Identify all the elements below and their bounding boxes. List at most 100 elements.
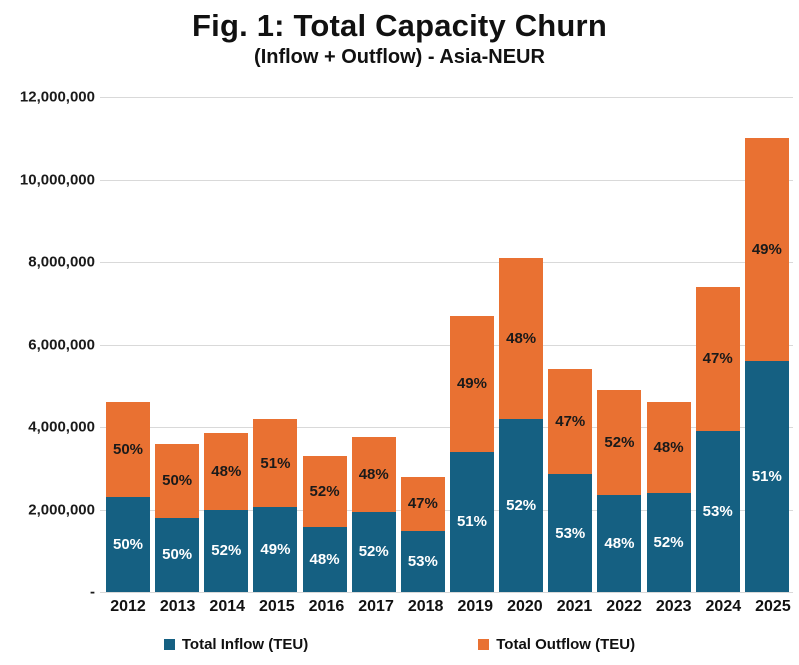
outflow-percent-label: 49% [456,375,487,393]
outflow-segment-2022: 52% [597,389,642,496]
chart-header: Fig. 1: Total Capacity Churn (Inflow + O… [0,8,799,69]
y-axis-tick: 2,000,000 [28,501,95,518]
gridline [100,592,793,593]
outflow-percent-label: 47% [702,350,733,368]
gridline [100,509,793,511]
inflow-segment-2024: 53% [695,431,740,592]
inflow-percent-label: 52% [506,496,537,514]
inflow-segment-2020: 52% [499,418,544,592]
outflow-segment-2023: 48% [646,402,691,493]
chart-subtitle: (Inflow + Outflow) - Asia-NEUR [254,45,545,68]
inflow-percent-label: 48% [604,535,635,553]
x-axis-label-2012: 2012 [110,598,146,615]
outflow-segment-2016: 52% [302,455,347,527]
outflow-segment-2021: 47% [548,369,593,475]
x-axis-label-2013: 2013 [159,598,196,615]
x-axis-label-2016: 2016 [308,598,345,615]
bar-group-2016: 52% 48% [302,455,347,592]
bar-group-2020: 48% 52% [499,257,544,592]
legend-item-outflow: Total Outflow (TEU) [478,636,635,653]
bars-layer: 50% 50% 50% 50% 48% 52% 51% 49% 52% 48% 48% 52% 47% 5… [106,97,789,592]
inflow-percent-label: 48% [309,550,340,568]
gridline [100,344,793,346]
outflow-percent-label: 48% [358,465,389,483]
inflow-segment-2015: 49% [253,507,298,592]
inflow-segment-2022: 48% [597,495,642,592]
outflow-segment-2014: 48% [204,433,249,510]
bar-group-2015: 51% 49% [253,418,298,592]
chart-title: Fig. 1: Total Capacity Churn [192,8,607,43]
plot-area: 50% 50% 50% 50% 48% 52% 51% 49% 52% 48% 48% 52% 47% 5… [100,97,793,593]
gridline [100,97,793,98]
inflow-swatch-icon [163,639,175,650]
outflow-segment-2013: 50% [155,443,200,518]
outflow-segment-2015: 51% [253,418,298,508]
inflow-percent-label: 51% [456,513,487,531]
y-axis-tick: 12,000,000 [19,88,95,106]
inflow-percent-label: 53% [407,552,438,570]
bar-group-2023: 48% 52% [646,402,691,592]
outflow-percent-label: 50% [112,441,144,459]
outflow-percent-label: 48% [506,329,537,347]
inflow-percent-label: 52% [653,534,684,551]
x-axis-label-2025: 2025 [755,598,791,615]
outflow-percent-label: 49% [751,241,782,259]
outflow-percent-label: 47% [555,413,586,431]
x-axis-label-2020: 2020 [507,598,543,615]
outflow-percent-label: 48% [653,439,684,457]
outflow-percent-label: 48% [211,462,242,480]
inflow-percent-label: 53% [555,524,586,542]
x-axis-label-2023: 2023 [655,598,692,615]
inflow-percent-label: 50% [162,546,193,564]
bar-group-2021: 47% 53% [548,369,593,592]
gridline [100,179,793,181]
x-axis-label-2021: 2021 [556,598,593,615]
outflow-segment-2019: 49% [449,315,494,452]
inflow-percent-label: 49% [260,541,291,559]
outflow-segment-2024: 47% [695,286,740,432]
inflow-percent-label: 51% [751,468,782,485]
x-axis-label-2018: 2018 [407,598,444,615]
legend-inflow-label: Total Inflow (TEU) [181,636,309,653]
bar-group-2012: 50% 50% [106,402,150,592]
x-axis-label-2022: 2022 [606,598,642,615]
inflow-segment-2018: 53% [400,530,445,592]
outflow-segment-2018: 47% [400,476,445,531]
outflow-segment-2020: 48% [499,257,544,419]
outflow-percent-label: 52% [309,482,340,500]
bar-group-2019: 49% 51% [449,315,494,592]
bar-group-2018: 47% 53% [400,476,445,592]
inflow-segment-2017: 52% [351,511,396,592]
gridline [100,427,793,428]
outflow-segment-2012: 50% [106,402,150,498]
inflow-segment-2016: 48% [302,526,347,592]
legend: Total Inflow (TEU) Total Outflow (TEU) [0,636,799,653]
inflow-segment-2025: 51% [744,361,789,592]
y-axis-tick: 4,000,000 [28,418,95,436]
x-axis-label-2014: 2014 [209,598,246,615]
bar-group-2014: 48% 52% [204,433,249,592]
legend-item-inflow: Total Inflow (TEU) [163,636,309,653]
bar-group-2022: 52% 48% [597,389,642,592]
y-axis-tick: 10,000,000 [19,171,95,188]
inflow-percent-label: 53% [702,503,733,521]
outflow-percent-label: 52% [604,433,635,451]
y-axis-tick: 8,000,000 [28,253,95,271]
inflow-segment-2013: 50% [155,517,200,592]
inflow-percent-label: 50% [112,536,144,554]
x-axis: 2012 2013 2014 2015 2016 2017 2018 2019 2020 2021… [106,598,795,616]
bar-group-2024: 47% 53% [695,286,740,592]
outflow-segment-2025: 49% [744,138,789,361]
x-axis-label-2019: 2019 [457,598,494,615]
inflow-segment-2023: 52% [646,493,691,592]
x-axis-label-2024: 2024 [705,598,742,615]
bar-group-2025: 49% 51% [744,138,789,592]
inflow-segment-2019: 51% [449,451,494,592]
inflow-percent-label: 52% [211,542,242,560]
bar-group-2017: 48% 52% [351,437,396,592]
outflow-segment-2017: 48% [351,437,396,512]
outflow-percent-label: 50% [162,472,193,490]
outflow-percent-label: 47% [407,495,438,513]
bar-group-2013: 50% 50% [155,443,200,592]
